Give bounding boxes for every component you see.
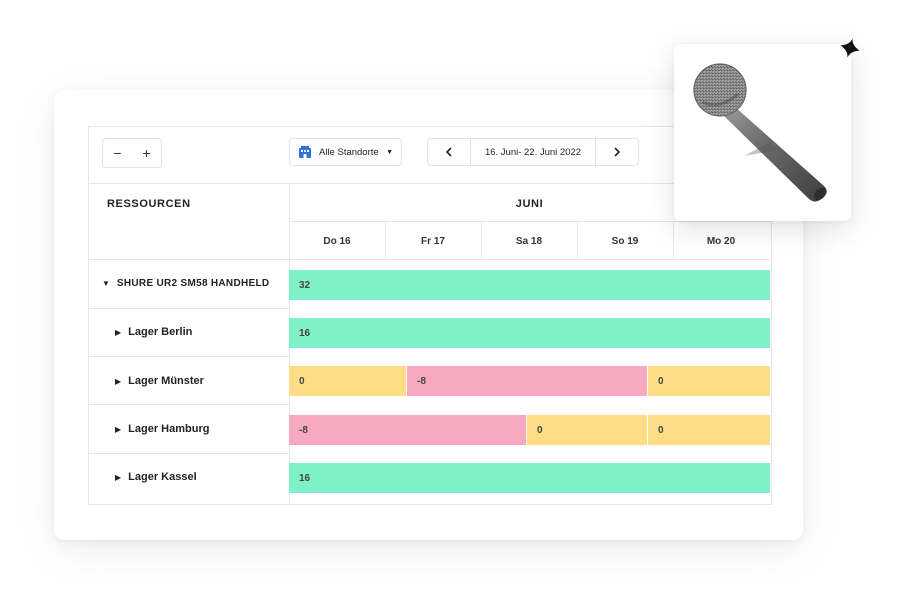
row-divider [88,308,289,309]
resource-row-lager-berlin[interactable]: ▶ Lager Berlin [115,326,192,338]
resource-label: Lager Kassel [128,471,197,483]
resource-label: SHURE UR2 SM58 HANDHELD [116,278,270,289]
row-divider [88,356,289,357]
day-divider [673,221,674,259]
toolbar-divider [88,183,770,184]
row-divider [88,453,289,454]
overbooked-bar[interactable]: -8 [289,415,526,445]
resources-column-header: RESSOURCEN [107,198,191,210]
building-icon [299,146,311,158]
day-divider [385,221,386,259]
availability-bar[interactable]: 0 [648,415,770,445]
next-week-button[interactable] [595,139,638,165]
overbooked-bar[interactable]: -8 [407,366,647,396]
day-divider [577,221,578,259]
day-header: Mo 20 [706,236,736,247]
availability-bar[interactable]: 16 [289,463,770,493]
date-navigator: 16. Juni- 22. Juni 2022 [427,138,639,166]
location-label: Alle Standorte [319,146,379,158]
zoom-in-button[interactable]: + [142,145,151,161]
prev-week-button[interactable] [428,139,471,165]
availability-bar[interactable]: 0 [527,415,647,445]
day-divider [481,221,482,259]
resource-row-lager-kassel[interactable]: ▶ Lager Kassel [115,471,197,483]
chevron-left-icon [445,147,452,157]
availability-bar[interactable]: 0 [289,366,406,396]
expand-triangle-icon[interactable]: ▶ [115,472,122,482]
day-header: Fr 17 [421,236,445,247]
day-header: So 19 [611,236,639,247]
resource-label: Lager Hamburg [128,423,210,435]
availability-bar[interactable]: 32 [289,270,770,300]
resource-row-lager-hamburg[interactable]: ▶ Lager Hamburg [115,423,209,435]
zoom-control: − + [102,138,162,168]
header-divider [88,259,770,260]
zoom-out-button[interactable]: − [113,145,122,161]
sparkle-icon [840,38,860,58]
expand-triangle-icon[interactable]: ▶ [115,376,122,386]
expand-triangle-icon[interactable]: ▶ [115,424,122,434]
row-divider [88,404,289,405]
collapse-triangle-icon[interactable]: ▼ [102,279,110,288]
month-divider [289,221,770,222]
resource-label: Lager Münster [128,375,204,387]
day-header: Do 16 [323,236,351,247]
day-header: Sa 18 [515,236,543,247]
resource-label: Lager Berlin [128,326,193,338]
product-image-card [674,44,851,221]
resource-row-product[interactable]: ▼ SHURE UR2 SM58 HANDHELD [102,278,269,289]
resource-row-lager-muenster[interactable]: ▶ Lager Münster [115,375,204,387]
microphone-image [693,63,827,202]
caret-down-icon: ▼ [386,148,393,156]
date-range-label[interactable]: 16. Juni- 22. Juni 2022 [484,146,582,158]
expand-triangle-icon[interactable]: ▶ [115,327,122,337]
location-dropdown[interactable]: Alle Standorte ▼ [289,138,402,166]
availability-bar[interactable]: 16 [289,318,770,348]
month-header: JUNI [515,198,544,210]
chevron-right-icon [614,147,621,157]
availability-bar[interactable]: 0 [648,366,770,396]
